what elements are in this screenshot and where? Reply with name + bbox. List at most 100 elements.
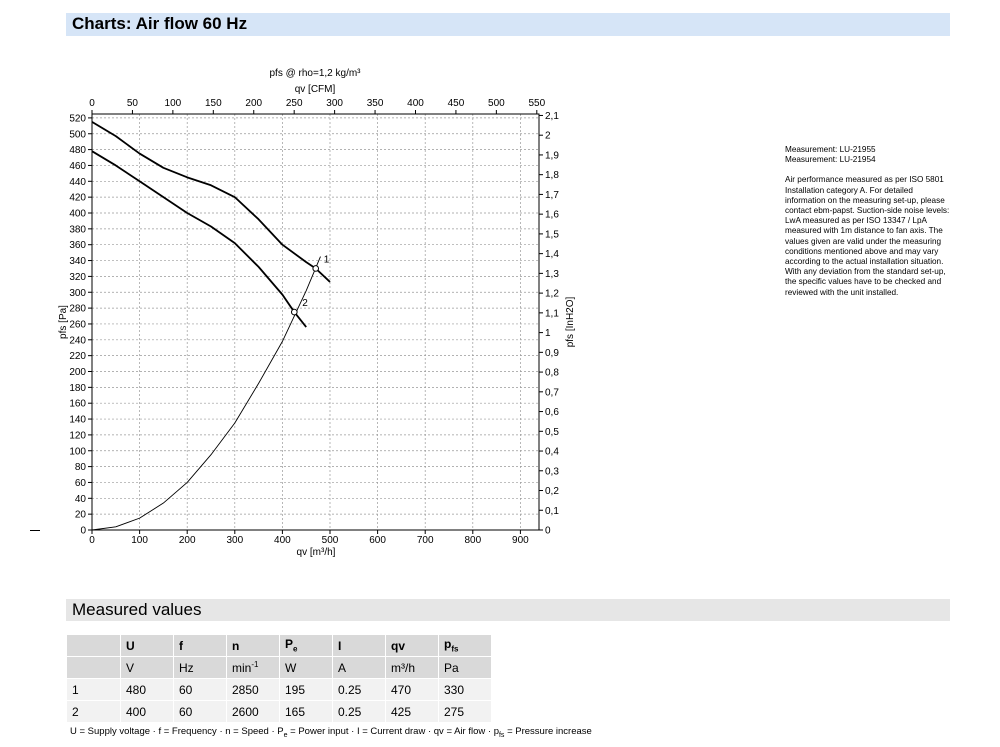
y2-tick-label: 0,6: [545, 407, 559, 418]
subscript: e: [293, 644, 298, 654]
y2-tick-label: 1: [545, 328, 551, 339]
y-tick-label: 460: [69, 161, 86, 172]
chart-title: pfs @ rho=1,2 kg/m³: [269, 68, 361, 79]
y2-tick-label: 2,1: [545, 111, 559, 122]
header-cell: I: [333, 635, 385, 656]
y-tick-label: 420: [69, 193, 86, 204]
y2-tick-label: 0,8: [545, 368, 559, 379]
measurement-id-1: Measurement: LU-21955: [785, 145, 876, 154]
y-tick-label: 80: [75, 462, 87, 473]
x2-tick-label: 150: [205, 98, 222, 109]
unit-cell: m³/h: [386, 657, 438, 678]
y2-axis-label: pfs [InH2O]: [565, 296, 576, 347]
header-cell: qv: [386, 635, 438, 656]
x2-tick-label: 450: [448, 98, 465, 109]
superscript: -1: [251, 660, 259, 669]
y2-tick-label: 1,4: [545, 249, 559, 260]
y2-tick-label: 0,7: [545, 387, 559, 398]
table-cell: 195: [280, 679, 332, 700]
series-line-2: [91, 150, 307, 328]
x-tick-label: 500: [322, 535, 339, 546]
y2-tick-label: 1,1: [545, 308, 559, 319]
y2-tick-label: 1,7: [545, 190, 559, 201]
table-cell: 0.25: [333, 679, 385, 700]
y2-tick-label: 1,3: [545, 269, 559, 280]
measurement-id-2: Measurement: LU-21954: [785, 155, 876, 165]
y-tick-label: 440: [69, 177, 86, 188]
margin-mark: [30, 530, 40, 531]
subscript: fs: [451, 644, 459, 654]
x2-tick-label: 100: [165, 98, 182, 109]
y2-tick-label: 0: [545, 526, 551, 537]
unit-cell: Hz: [174, 657, 226, 678]
header-cell: pfs: [439, 635, 491, 656]
y-tick-label: 320: [69, 272, 86, 283]
table-cell: 0.25: [333, 701, 385, 722]
y-tick-label: 400: [69, 209, 86, 220]
table-row: 1 480 60 2850 195 0.25 470 330: [67, 679, 491, 700]
table-cell: 60: [174, 701, 226, 722]
x2-tick-label: 350: [367, 98, 384, 109]
x-tick-label: 900: [512, 535, 529, 546]
x-tick-label: 800: [464, 535, 481, 546]
y-tick-label: 0: [80, 526, 86, 537]
y2-tick-label: 1,8: [545, 170, 559, 181]
y-tick-label: 160: [69, 399, 86, 410]
y-tick-label: 20: [75, 510, 87, 521]
unit-cell: [67, 657, 120, 678]
y2-tick-label: 0,2: [545, 486, 559, 497]
x-tick-label: 600: [369, 535, 386, 546]
series-line-1: [91, 121, 331, 283]
y2-tick-label: 1,5: [545, 229, 559, 240]
y-tick-label: 480: [69, 145, 86, 156]
x-tick-label: 100: [131, 535, 148, 546]
y2-tick-label: 1,2: [545, 289, 559, 300]
header-cell: Pe: [280, 635, 332, 656]
y-tick-label: 180: [69, 383, 86, 394]
y-tick-label: 120: [69, 430, 86, 441]
unit-cell: W: [280, 657, 332, 678]
y-tick-label: 280: [69, 304, 86, 315]
header-cell: [67, 635, 120, 656]
header-cell: f: [174, 635, 226, 656]
y2-tick-label: 0,3: [545, 466, 559, 477]
x2-tick-label: 300: [326, 98, 343, 109]
table-cell: 480: [121, 679, 173, 700]
x2-tick-label: 400: [407, 98, 424, 109]
x-tick-label: 0: [89, 535, 95, 546]
y2-tick-label: 0,5: [545, 427, 559, 438]
y2-tick-label: 1,9: [545, 150, 559, 161]
table-cell: 470: [386, 679, 438, 700]
x-tick-label: 700: [417, 535, 434, 546]
page-title: Charts: Air flow 60 Hz: [72, 14, 248, 33]
y-tick-label: 340: [69, 256, 86, 267]
unit-cell: Pa: [439, 657, 491, 678]
table-cell: 425: [386, 701, 438, 722]
header-cell: U: [121, 635, 173, 656]
table-cell: 165: [280, 701, 332, 722]
chart-grid: [92, 114, 539, 530]
y-tick-label: 360: [69, 240, 86, 251]
y-tick-label: 60: [75, 478, 87, 489]
y-tick-label: 260: [69, 319, 86, 330]
x2-tick-label: 0: [89, 98, 95, 109]
x2-tick-label: 550: [528, 98, 545, 109]
x2-tick-label: 200: [245, 98, 262, 109]
y-tick-label: 240: [69, 335, 86, 346]
table-cell: 2850: [227, 679, 279, 700]
y-tick-label: 500: [69, 129, 86, 140]
x2-tick-label: 500: [488, 98, 505, 109]
measured-values-title: Measured values: [72, 600, 202, 619]
unit-cell: V: [121, 657, 173, 678]
measurement-notes: Measurement: LU-21955 Measurement: LU-21…: [785, 145, 955, 298]
operating-point-2: [291, 308, 298, 316]
x2-tick-label: 50: [127, 98, 139, 109]
y-tick-label: 140: [69, 415, 86, 426]
header-bar: Charts: Air flow 60 Hz: [66, 13, 950, 36]
table-cell: 330: [439, 679, 491, 700]
x-axis-label: qv [m³/h]: [297, 547, 336, 558]
series-line-3: [91, 256, 321, 531]
table-cell: 2: [67, 701, 120, 722]
